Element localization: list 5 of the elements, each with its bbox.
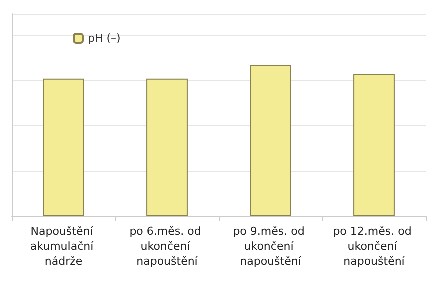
x-tick-label: Napouštění akumulační nádrže [30, 225, 98, 268]
x-tick-label: po 6.měs. od ukončení napouštění [130, 225, 205, 268]
x-tick-label: po 12.měs. od ukončení napouštění [333, 225, 416, 268]
legend-label: pH (–) [88, 32, 121, 45]
x-tick-label: po 9.měs. od ukončení napouštění [233, 225, 308, 268]
